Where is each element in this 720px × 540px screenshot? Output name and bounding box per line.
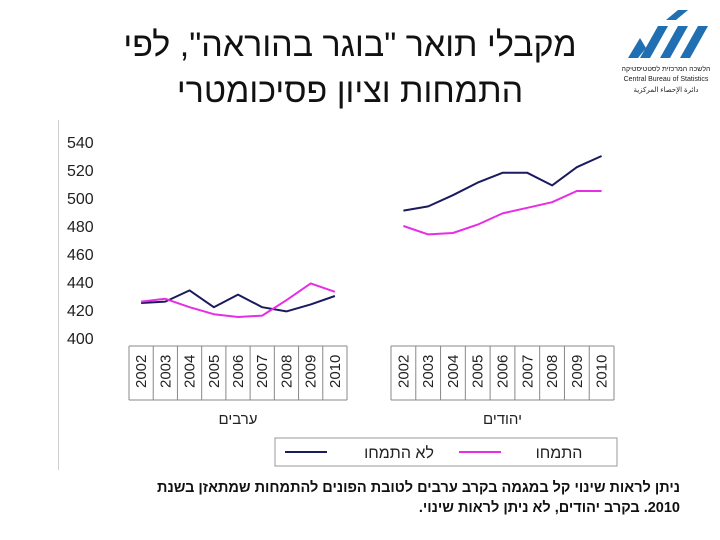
x-tick-label: 2007	[519, 355, 536, 388]
y-tick-label: 400	[67, 331, 94, 348]
y-tick-label: 420	[67, 303, 94, 320]
x-tick-label: 2002	[395, 355, 412, 388]
x-tick-label: 2004	[445, 355, 462, 388]
x-tick-label: 2009	[569, 355, 586, 388]
page-title: מקבלי תואר "בוגר בהוראה", לפי התמחות וצי…	[90, 22, 610, 114]
series-line	[140, 282, 336, 318]
chart-panel: 540 520 500 480 460 440 420 400 2002 2003 2004 2005…	[58, 120, 633, 470]
footnote-line-2: 2010. בקרב יהודים, לא ניתן לראות שינוי.	[418, 500, 680, 516]
cbs-logo: הלשכה המרכזית לסטטיסטיקה Central Bureau …	[618, 6, 714, 102]
x-tick-label: 2002	[133, 355, 150, 388]
group-label: ערבים	[218, 411, 257, 428]
x-tick-label: 2005	[206, 355, 223, 388]
footnote: ניתן לראות שינוי קל במגמה בקרב ערבים לטו…	[40, 478, 680, 518]
legend-box	[274, 437, 618, 467]
legend-label: לא התמחו	[364, 444, 434, 462]
logo-hebrew-text: הלשכה המרכזית לסטטיסטיקה	[621, 66, 711, 73]
y-tick-label: 460	[67, 247, 94, 264]
y-tick-label: 520	[67, 163, 94, 180]
x-tick-label: 2006	[230, 355, 247, 388]
x-tick-label: 2010	[594, 355, 611, 388]
x-tick-label: 2003	[420, 355, 437, 388]
x-tick-label: 2010	[327, 355, 344, 388]
y-tick-label: 540	[67, 135, 94, 152]
y-tick-label: 440	[67, 275, 94, 292]
x-tick-label: 2003	[157, 355, 174, 388]
group-label: יהודים	[483, 411, 522, 428]
series-line	[141, 289, 336, 313]
footnote-line-1: ניתן לראות שינוי קל במגמה בקרב ערבים לטו…	[157, 480, 680, 496]
x-tick-label: 2006	[495, 355, 512, 388]
logo-arabic-text: دائرة الإحصاء المركزية	[633, 87, 699, 94]
logo-english-text: Central Bureau of Statistics	[623, 76, 709, 83]
x-tick-label: 2008	[544, 355, 561, 388]
legend-label: התמחו	[536, 445, 583, 462]
y-tick-label: 500	[67, 191, 94, 208]
x-tick-label: 2005	[470, 355, 487, 388]
x-tick-label: 2004	[182, 355, 199, 388]
series-line	[403, 190, 602, 236]
x-tick-label: 2007	[254, 355, 271, 388]
x-tick-label: 2008	[278, 355, 295, 388]
series-line	[403, 155, 603, 212]
title-line-1: מקבלי תואר "בוגר בהוראה", לפי	[123, 26, 577, 64]
line-chart: 540 520 500 480 460 440 420 400 2002 2003 2004 2005…	[67, 135, 618, 467]
y-tick-label: 480	[67, 219, 94, 236]
cbs-emblem-icon	[628, 10, 708, 58]
title-line-2: התמחות וציון פסיכומטרי	[176, 72, 524, 110]
x-tick-label: 2009	[303, 355, 320, 388]
